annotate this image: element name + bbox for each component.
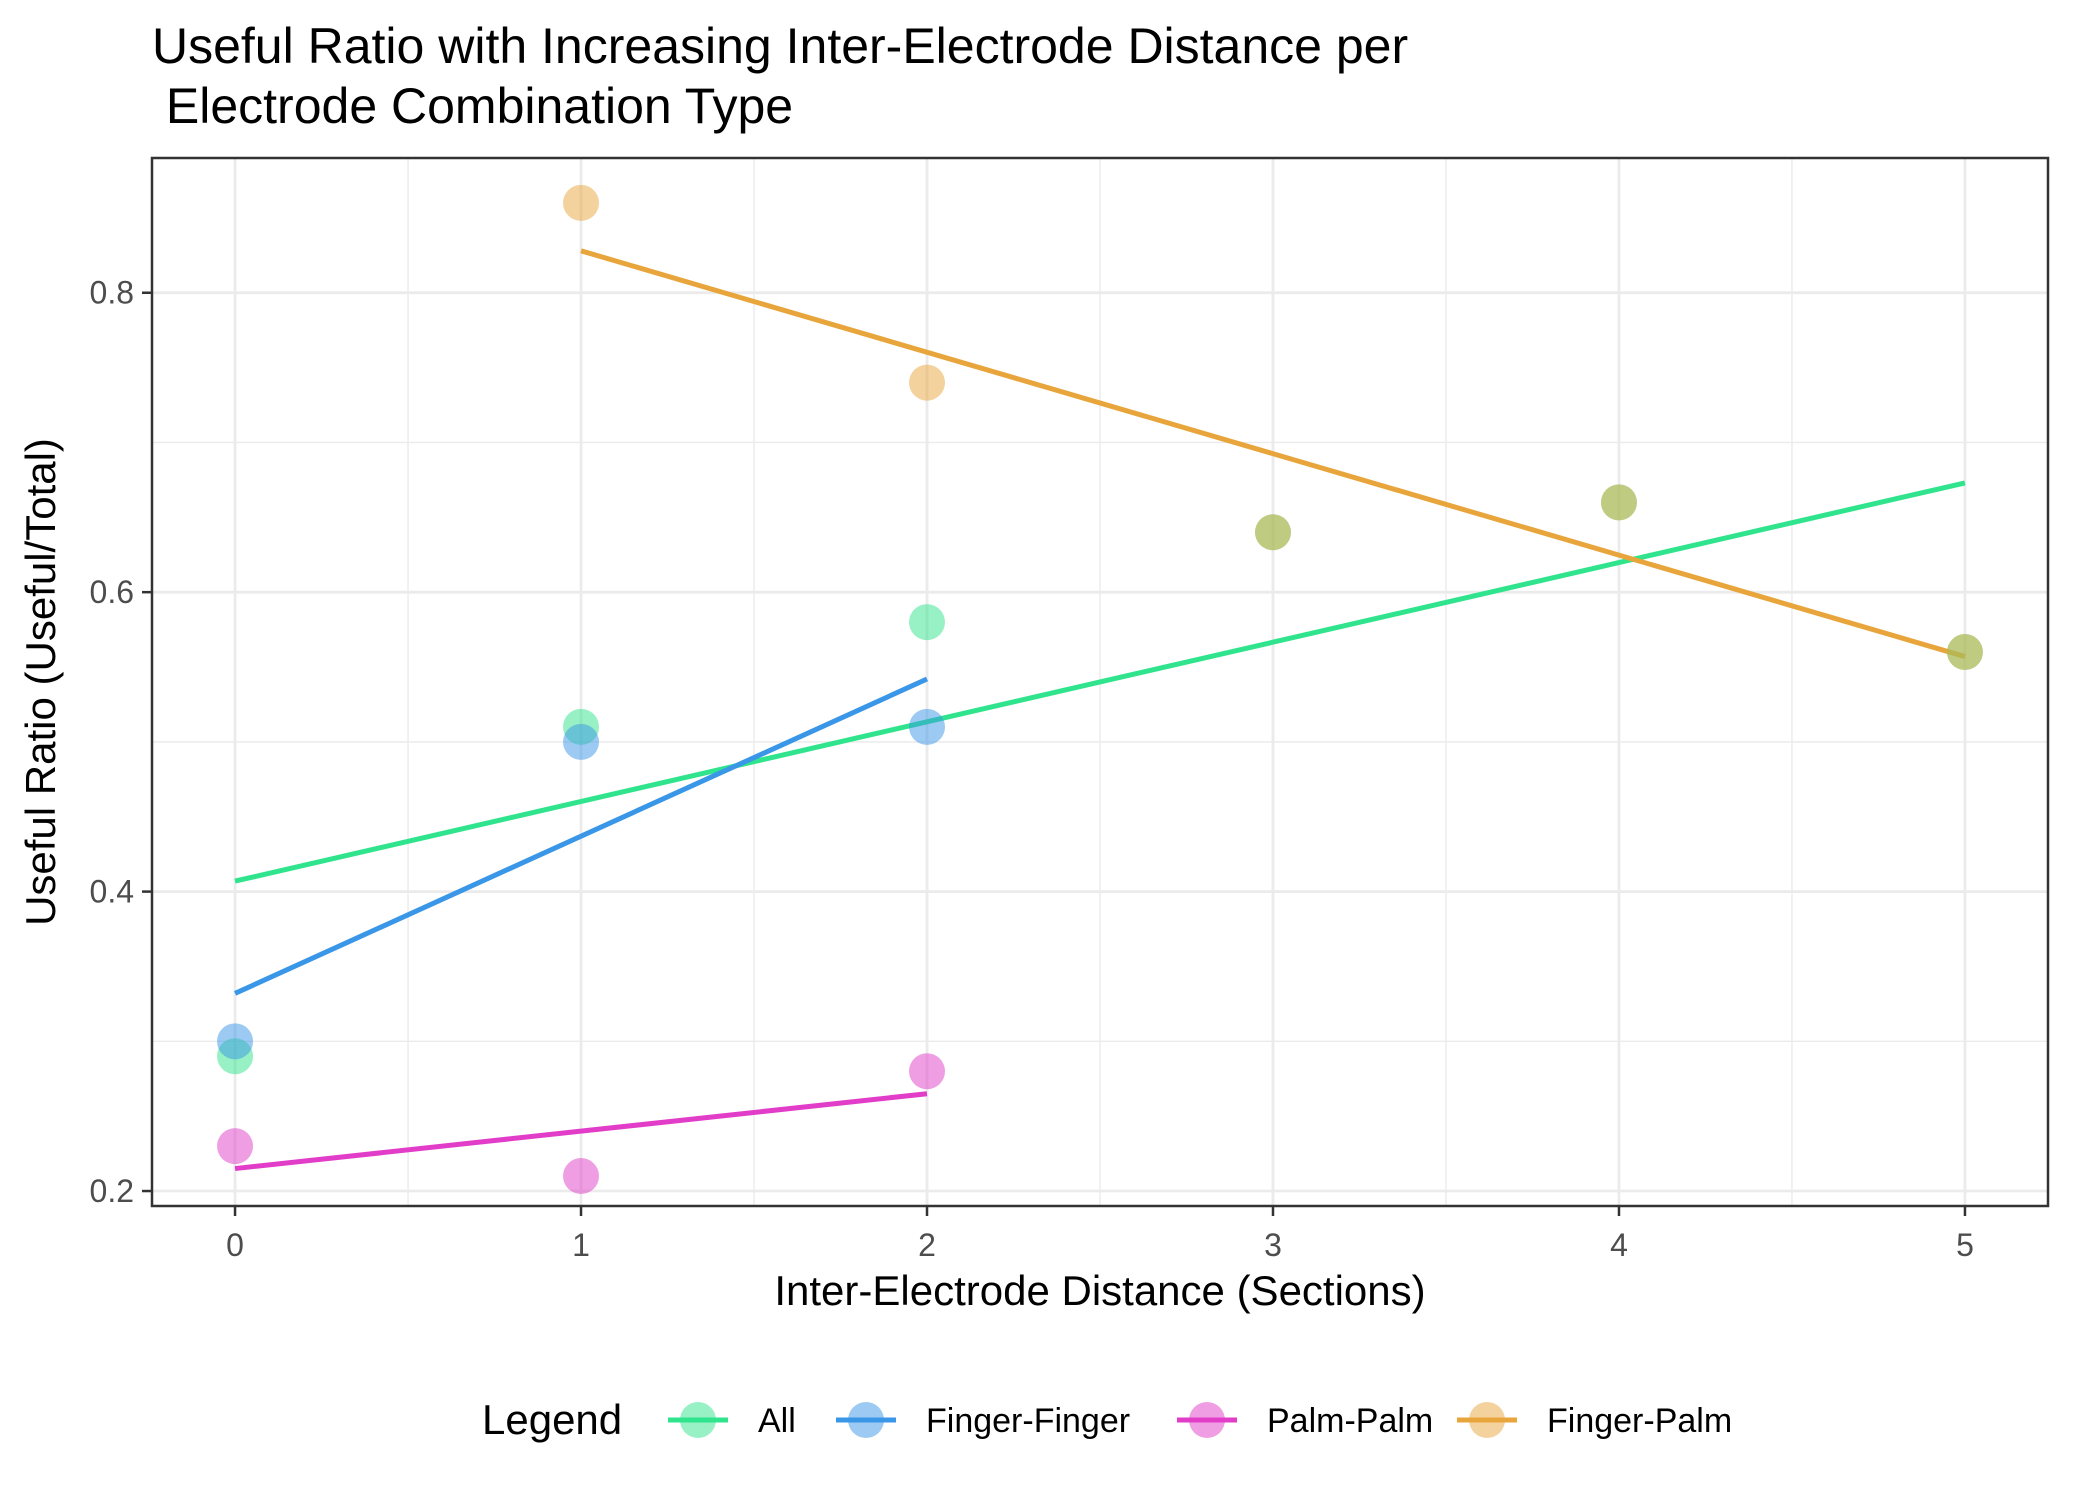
data-point-all bbox=[909, 604, 946, 641]
y-axis-title: Useful Ratio (Useful/Total) bbox=[17, 438, 64, 926]
x-tick-label: 2 bbox=[918, 1227, 936, 1263]
data-point-finger-palm bbox=[1946, 634, 1983, 671]
data-point-finger-finger bbox=[217, 1023, 254, 1060]
fit-line-finger-palm bbox=[580, 248, 1966, 659]
legend-key-point-finger-finger bbox=[848, 1402, 884, 1438]
x-tick-label: 0 bbox=[226, 1227, 244, 1263]
legend-key-point-finger-palm bbox=[1469, 1402, 1505, 1438]
fit-lines bbox=[234, 248, 1966, 1172]
data-point-finger-finger bbox=[909, 708, 946, 745]
legend-key-point-palm-palm bbox=[1189, 1402, 1225, 1438]
data-point-palm-palm bbox=[563, 1158, 600, 1195]
data-point-palm-palm bbox=[217, 1128, 254, 1165]
legend-title: Legend bbox=[482, 1396, 622, 1443]
x-axis-title: Inter-Electrode Distance (Sections) bbox=[774, 1267, 1425, 1314]
fit-line-finger-finger bbox=[234, 676, 929, 996]
plot-panel-border bbox=[150, 156, 2050, 1208]
fit-line-palm-palm bbox=[234, 1091, 928, 1172]
legend-label-palm-palm: Palm-Palm bbox=[1267, 1402, 1433, 1440]
y-tick-label: 0.6 bbox=[90, 574, 134, 610]
data-point-finger-palm bbox=[1600, 484, 1637, 521]
chart-title: Useful Ratio with Increasing Inter-Elect… bbox=[152, 18, 1409, 134]
legend: Legend All Finger-Finger Palm-Palm Finger-Pa… bbox=[482, 1396, 1732, 1443]
legend-key-point-all bbox=[680, 1402, 716, 1438]
x-axis: 0 1 2 3 4 5 bbox=[226, 1206, 1974, 1263]
y-tick-label: 0.2 bbox=[90, 1173, 134, 1209]
y-axis: 0.2 0.4 0.6 0.8 bbox=[90, 275, 152, 1209]
fit-line-all bbox=[234, 480, 1966, 884]
x-tick-label: 4 bbox=[1610, 1227, 1628, 1263]
legend-label-finger-finger: Finger-Finger bbox=[926, 1402, 1130, 1440]
data-point-finger-finger bbox=[563, 723, 600, 760]
x-tick-label: 5 bbox=[1956, 1227, 1974, 1263]
data-point-finger-palm bbox=[563, 184, 600, 221]
data-point-palm-palm bbox=[909, 1053, 946, 1090]
legend-label-all: All bbox=[758, 1402, 796, 1440]
y-tick-label: 0.8 bbox=[90, 275, 134, 311]
data-point-finger-palm bbox=[909, 364, 946, 401]
data-points bbox=[217, 184, 1983, 1195]
y-tick-label: 0.4 bbox=[90, 874, 134, 910]
legend-label-finger-palm: Finger-Palm bbox=[1547, 1402, 1732, 1440]
x-tick-label: 3 bbox=[1264, 1227, 1282, 1263]
x-tick-label: 1 bbox=[572, 1227, 590, 1263]
data-point-finger-palm bbox=[1254, 514, 1291, 551]
